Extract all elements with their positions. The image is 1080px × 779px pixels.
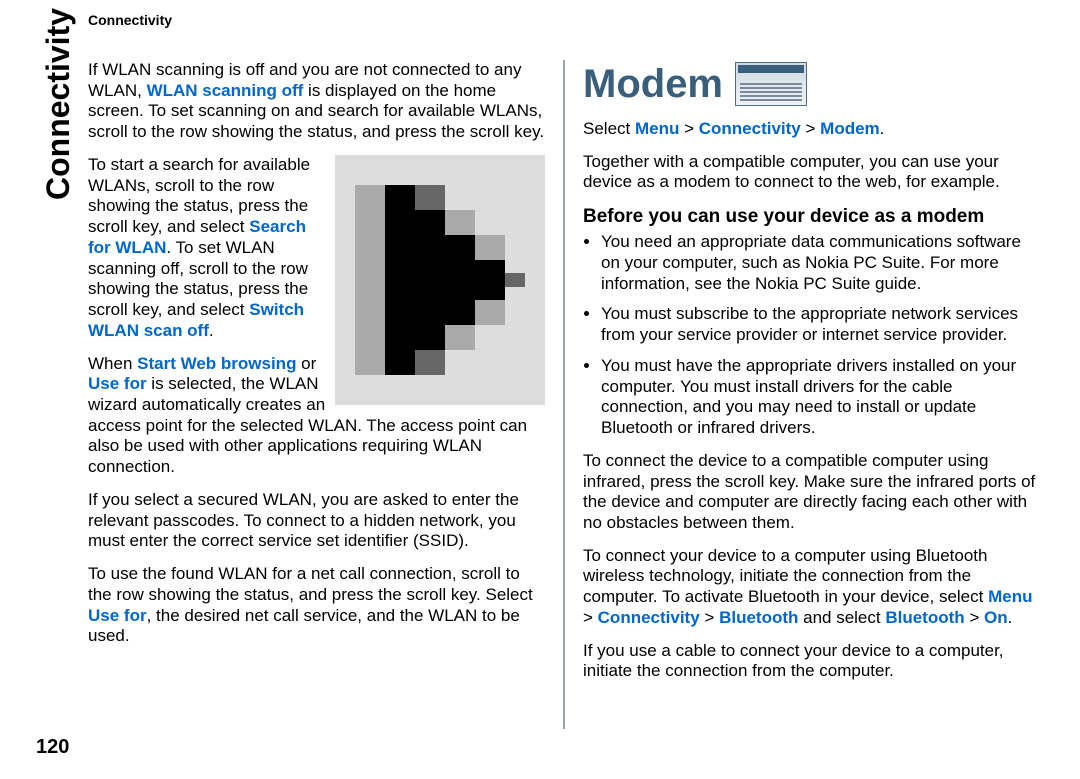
use-for-link-2[interactable]: Use for	[88, 606, 147, 625]
wlan-search-block: To start a search for available WLANs, s…	[88, 155, 545, 490]
text: >	[679, 119, 698, 138]
text: To use the found WLAN for a net call con…	[88, 564, 533, 604]
bluetooth-paragraph: To connect your device to a computer usi…	[583, 546, 1040, 629]
text: and select	[798, 608, 885, 627]
bt-menu-link[interactable]: Menu	[988, 587, 1032, 606]
sidebar-section-title: Connectivity	[40, 8, 77, 200]
text: Select	[583, 119, 635, 138]
text: >	[965, 608, 984, 627]
text: When	[88, 354, 137, 373]
bt-connectivity-link[interactable]: Connectivity	[598, 608, 700, 627]
wlan-scanning-paragraph: If WLAN scanning is off and you are not …	[88, 60, 545, 143]
left-column: If WLAN scanning is off and you are not …	[88, 60, 563, 729]
modem-link[interactable]: Modem	[820, 119, 880, 138]
infrared-paragraph: To connect the device to a compatible co…	[583, 451, 1040, 534]
text: >	[801, 119, 820, 138]
modem-heading: Modem	[583, 60, 723, 109]
text: , the desired net call service, and the …	[88, 606, 520, 646]
text: >	[583, 608, 598, 627]
modem-intro-paragraph: Together with a compatible computer, you…	[583, 152, 1040, 193]
text: .	[1008, 608, 1013, 627]
modem-menu-path: Select Menu > Connectivity > Modem.	[583, 119, 1040, 140]
requirements-list: You need an appropriate data communicati…	[583, 232, 1040, 439]
text: or	[296, 354, 316, 373]
text: .	[209, 321, 214, 340]
net-call-paragraph: To use the found WLAN for a net call con…	[88, 564, 545, 647]
cable-paragraph: If you use a cable to connect your devic…	[583, 641, 1040, 682]
player-arrow-image	[335, 155, 545, 405]
manual-page: Connectivity Connectivity 120 If WLAN sc…	[0, 0, 1080, 779]
bt-on-link[interactable]: On	[984, 608, 1008, 627]
text: >	[700, 608, 719, 627]
connectivity-link[interactable]: Connectivity	[699, 119, 801, 138]
use-for-link[interactable]: Use for	[88, 374, 147, 393]
modem-heading-row: Modem	[583, 60, 1040, 109]
list-item: You must have the appropriate drivers in…	[601, 356, 1040, 439]
page-header: Connectivity	[88, 12, 172, 28]
text: To connect your device to a computer usi…	[583, 546, 988, 606]
modem-screenshot-icon	[735, 62, 807, 106]
wlan-scanning-off-link[interactable]: WLAN scanning off	[147, 81, 304, 100]
start-web-browsing-link[interactable]: Start Web browsing	[137, 354, 296, 373]
list-item: You must subscribe to the appropriate ne…	[601, 304, 1040, 345]
secured-wlan-paragraph: If you select a secured WLAN, you are as…	[88, 490, 545, 552]
text: .	[880, 119, 885, 138]
bt-bluetooth-link[interactable]: Bluetooth	[719, 608, 798, 627]
page-number: 120	[36, 736, 69, 759]
right-column: Modem Select Menu > Connectivity > Modem…	[563, 60, 1050, 729]
list-item: You need an appropriate data communicati…	[601, 232, 1040, 294]
bt-bluetooth-link-2[interactable]: Bluetooth	[885, 608, 964, 627]
content-columns: If WLAN scanning is off and you are not …	[88, 60, 1050, 729]
before-use-subheading: Before you can use your device as a mode…	[583, 205, 1040, 228]
menu-link[interactable]: Menu	[635, 119, 679, 138]
